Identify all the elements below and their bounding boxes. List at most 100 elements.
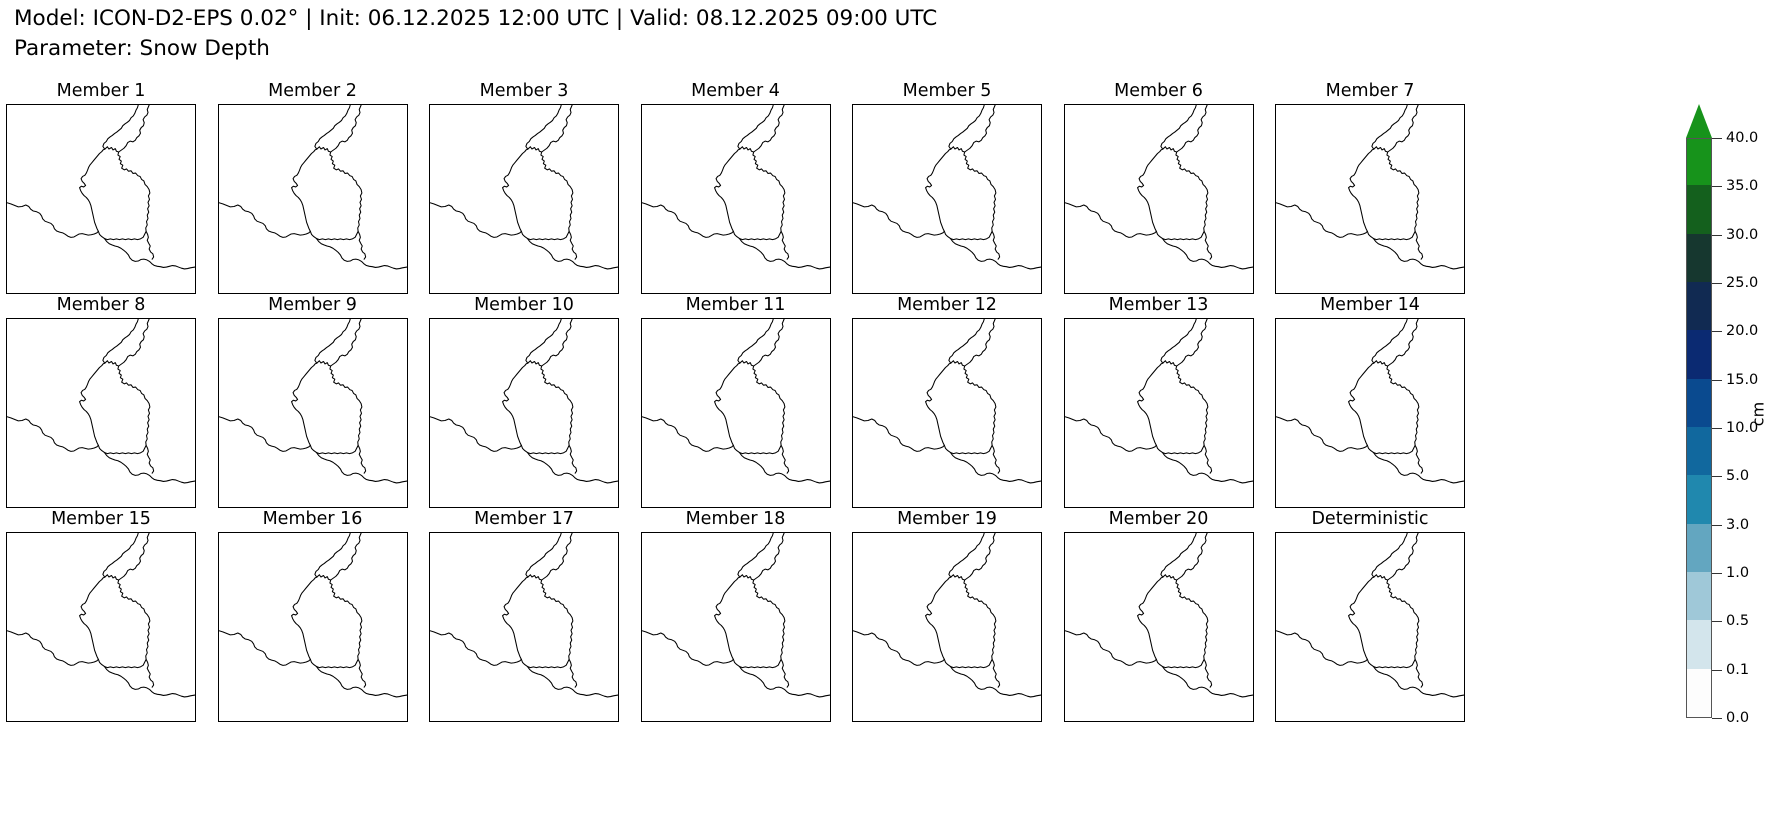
- administrative-border: [1204, 659, 1212, 687]
- administrative-border: [1162, 666, 1253, 696]
- administrative-border: [853, 417, 944, 452]
- map-panel-title: Member 10: [474, 295, 574, 315]
- map-axes: [1275, 532, 1465, 722]
- map-panel-title: Member 8: [56, 295, 146, 315]
- colorbar-band: [1687, 282, 1711, 331]
- administrative-border: [358, 445, 366, 473]
- colorbar-tick-mark: [1712, 234, 1722, 236]
- administrative-border: [146, 231, 154, 259]
- map-panel-title: Member 12: [897, 295, 997, 315]
- colorbar-tick-mark: [1712, 718, 1722, 719]
- colorbar-band: [1687, 233, 1711, 282]
- administrative-border: [358, 659, 366, 687]
- map-panel: Member 16: [217, 509, 408, 722]
- colorbar-tick-label: 1.0: [1726, 564, 1750, 581]
- administrative-border: [1373, 666, 1464, 696]
- map-panel: Member 13: [1063, 295, 1254, 508]
- administrative-border: [103, 105, 138, 149]
- map-panel: Member 1: [6, 81, 196, 294]
- header-line-parameter: Parameter: Snow Depth: [14, 36, 270, 61]
- colorbar-tick-label: 15.0: [1726, 371, 1759, 388]
- administrative-border: [853, 203, 944, 238]
- administrative-border: [330, 533, 360, 580]
- colorbar-tick-mark: [1712, 428, 1722, 429]
- map-axes: [1275, 104, 1465, 294]
- colorbar-gradient: [1686, 138, 1712, 718]
- administrative-border: [1065, 417, 1156, 452]
- administrative-border: [527, 666, 618, 696]
- colorbar-tick-mark: [1712, 476, 1722, 478]
- map-panel: Member 7: [1275, 81, 1465, 294]
- administrative-border: [219, 203, 310, 238]
- administrative-border: [330, 105, 360, 152]
- map-panel-title: Member 13: [1108, 295, 1209, 315]
- colorbar-tick-mark: [1712, 621, 1722, 623]
- country-border-luxembourg: [80, 361, 150, 454]
- country-border-luxembourg: [714, 147, 784, 240]
- map-axes: [6, 318, 196, 508]
- administrative-border: [949, 533, 984, 577]
- map-panel: Member 3: [429, 81, 619, 294]
- country-border-luxembourg: [926, 147, 996, 240]
- country-border-luxembourg: [1137, 361, 1207, 454]
- map-axes: [852, 318, 1042, 508]
- colorbar-tick-mark: [1712, 138, 1722, 139]
- map-panel-title: Member 19: [897, 509, 997, 529]
- administrative-border: [542, 319, 572, 366]
- administrative-border: [1373, 238, 1464, 268]
- administrative-border: [1372, 533, 1407, 577]
- administrative-border: [965, 319, 995, 366]
- administrative-border: [219, 417, 310, 452]
- map-panel-title: Member 6: [1114, 81, 1203, 101]
- map-axes: [640, 104, 831, 294]
- country-border-luxembourg: [291, 575, 361, 668]
- country-border-luxembourg: [503, 575, 573, 668]
- administrative-border: [314, 319, 349, 363]
- administrative-border: [1276, 203, 1367, 238]
- administrative-border: [1160, 533, 1195, 577]
- colorbar-band: [1687, 139, 1711, 186]
- map-axes: [1063, 532, 1254, 722]
- map-panel-title: Member 14: [1320, 295, 1420, 315]
- colorbar-band: [1687, 620, 1711, 669]
- country-border-luxembourg: [926, 575, 996, 668]
- map-axes: [1275, 318, 1465, 508]
- map-axes: [1063, 318, 1254, 508]
- map-panel-title: Member 4: [691, 81, 780, 101]
- administrative-border: [430, 203, 521, 238]
- administrative-border: [950, 452, 1041, 482]
- colorbar-tick-label: 40.0: [1726, 129, 1759, 146]
- administrative-border: [1204, 445, 1212, 473]
- colorbar-band: [1687, 523, 1711, 572]
- administrative-border: [526, 105, 561, 149]
- administrative-border: [219, 631, 310, 666]
- administrative-border: [7, 417, 98, 452]
- administrative-border: [753, 319, 783, 366]
- administrative-border: [146, 445, 154, 473]
- colorbar-band: [1687, 668, 1711, 717]
- administrative-border: [119, 533, 149, 580]
- map-axes: [852, 104, 1042, 294]
- administrative-border: [1176, 533, 1206, 580]
- administrative-border: [642, 631, 733, 666]
- administrative-border: [542, 105, 572, 152]
- administrative-border: [1204, 231, 1212, 259]
- administrative-border: [1162, 238, 1253, 268]
- map-panel: Member 8: [6, 295, 196, 508]
- administrative-border: [316, 666, 407, 696]
- map-axes: [6, 532, 196, 722]
- administrative-border: [1276, 417, 1367, 452]
- map-panel: Member 9: [217, 295, 408, 508]
- map-panel-title: Member 5: [902, 81, 992, 101]
- administrative-border: [642, 203, 733, 238]
- map-axes: [640, 318, 831, 508]
- administrative-border: [781, 231, 789, 259]
- administrative-border: [1176, 319, 1206, 366]
- administrative-border: [1160, 319, 1195, 363]
- map-axes: [640, 532, 831, 722]
- map-panel: Member 4: [640, 81, 831, 294]
- colorbar-tick-label: 0.5: [1726, 613, 1750, 630]
- map-panel-title: Deterministic: [1311, 509, 1429, 529]
- map-panel-title: Member 2: [268, 81, 357, 101]
